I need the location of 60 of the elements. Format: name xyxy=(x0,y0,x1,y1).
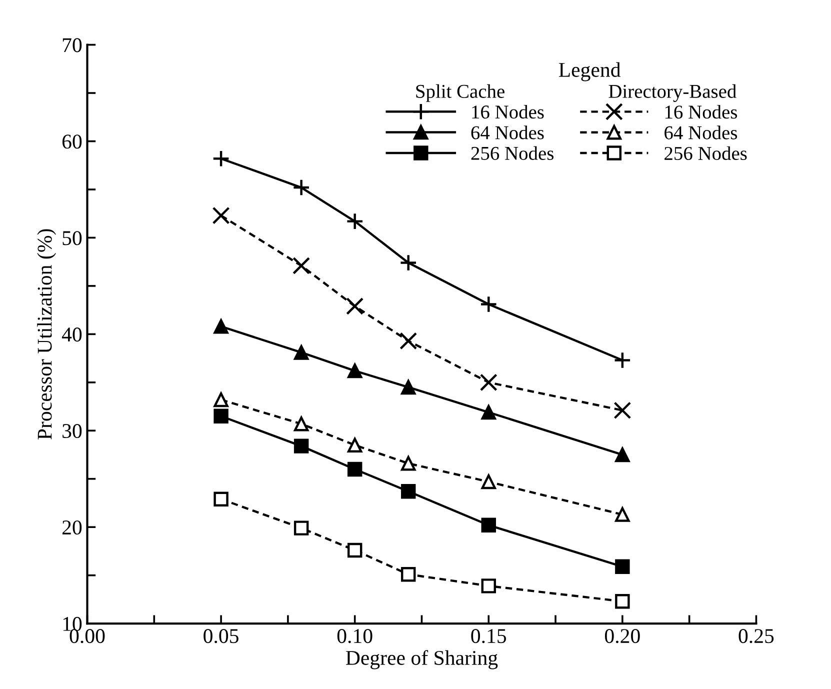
point xyxy=(212,206,230,224)
y-tick-label: 20 xyxy=(62,520,82,535)
point xyxy=(481,474,496,490)
point xyxy=(481,518,496,533)
point xyxy=(294,345,309,360)
point xyxy=(347,438,362,452)
point xyxy=(347,542,362,558)
point xyxy=(615,507,630,522)
point xyxy=(615,447,630,462)
point xyxy=(481,404,496,420)
point xyxy=(346,297,364,315)
y-tick-label: 60 xyxy=(62,134,82,149)
x-tick-label: 0.20 xyxy=(604,629,640,644)
point xyxy=(294,438,309,454)
point xyxy=(292,256,310,274)
point xyxy=(480,296,498,314)
x-tick-label: 0.00 xyxy=(70,629,105,644)
x-tick-label: 0.25 xyxy=(738,629,774,644)
y-tick-label: 70 xyxy=(62,38,82,52)
point xyxy=(212,150,230,168)
point xyxy=(614,402,632,420)
y-tick-label: 40 xyxy=(62,328,82,342)
point xyxy=(481,578,496,594)
point xyxy=(400,254,418,272)
y-tick-label: 10 xyxy=(63,616,82,631)
point xyxy=(400,332,418,350)
x-tick-label: 0.15 xyxy=(471,629,506,644)
point xyxy=(346,212,364,230)
point xyxy=(214,492,228,506)
point xyxy=(615,559,630,574)
legend-title: Legend xyxy=(558,62,621,82)
annotation: Split Cache xyxy=(416,84,504,102)
point xyxy=(292,178,310,196)
legend-label: 16 Nodes xyxy=(472,104,544,119)
y-axis-title: Processor Utilization (%) xyxy=(37,229,56,440)
y-tick-label: 50 xyxy=(62,231,82,246)
legend-label: 64 Nodes xyxy=(471,126,544,140)
x-tick-label: 0.05 xyxy=(204,629,238,644)
point xyxy=(400,484,416,499)
point xyxy=(294,416,309,432)
point xyxy=(347,363,362,378)
legend-label: 256 Nodes xyxy=(471,146,554,160)
point xyxy=(214,392,228,408)
legend-label: 256 Nodes xyxy=(664,146,747,160)
point xyxy=(294,520,309,536)
point xyxy=(615,594,630,609)
point xyxy=(614,351,632,369)
x-axis-title: Degree of Sharing xyxy=(346,650,498,670)
point xyxy=(347,462,362,477)
y-tick-label: 30 xyxy=(62,424,82,438)
point xyxy=(400,456,416,471)
x-tick-label: 0.10 xyxy=(337,629,372,644)
point xyxy=(400,380,416,395)
point xyxy=(480,374,498,392)
annotation: Directory-Based xyxy=(608,84,736,102)
point xyxy=(214,319,228,334)
legend-label: 16 Nodes xyxy=(665,104,738,119)
legend-label: 64 Nodes xyxy=(664,126,738,140)
point xyxy=(400,566,416,582)
point xyxy=(214,408,228,424)
